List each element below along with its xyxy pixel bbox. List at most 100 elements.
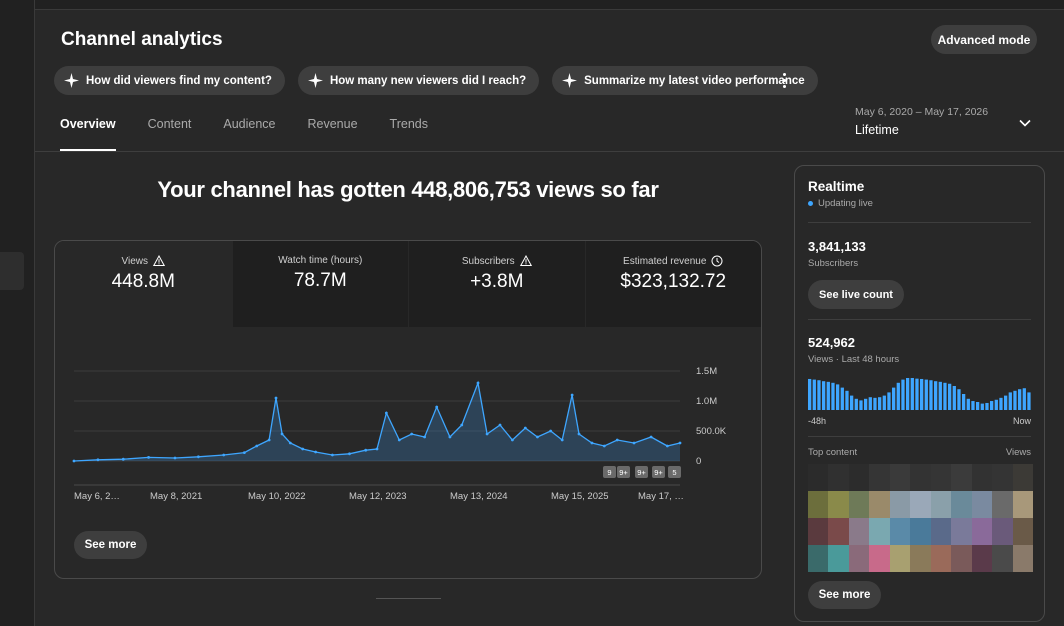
- chart-point: [267, 438, 271, 442]
- metric-revenue[interactable]: Estimated revenue $323,132.72: [584, 241, 761, 327]
- thumbnail-tile: [992, 491, 1013, 518]
- more-options-icon[interactable]: [776, 69, 792, 91]
- realtime-title: Realtime: [808, 179, 865, 194]
- views-chart[interactable]: 1.5M 1.0M 500.0K 0 May 6, 2… May 8, 2021 May 1…: [55, 327, 761, 507]
- date-range-picker[interactable]: May 6, 2020 – May 17, 2026 Lifetime: [855, 106, 988, 137]
- tabs-divider: [35, 151, 1064, 152]
- realtime-bar: [910, 378, 914, 410]
- tab-content[interactable]: Content: [147, 117, 192, 131]
- realtime-bar: [994, 399, 998, 410]
- realtime-bar: [836, 384, 840, 410]
- suggestion-chips: How did viewers find my content? How man…: [54, 66, 818, 95]
- date-range-text: May 6, 2020 – May 17, 2026: [855, 106, 989, 118]
- chart-point: [301, 447, 305, 451]
- thumbnail-tile: [951, 545, 972, 572]
- realtime-bar: [985, 402, 989, 410]
- metric-value: 78.7M: [293, 270, 347, 291]
- realtime-card: Realtime Updating live 3,841,133 Subscri…: [794, 165, 1045, 622]
- realtime-bar: [999, 397, 1003, 410]
- top-content-thumbnails[interactable]: [808, 464, 1033, 572]
- chart-point: [577, 432, 581, 436]
- thumbnail-tile: [992, 518, 1013, 545]
- chart-point: [665, 444, 669, 448]
- advanced-mode-button[interactable]: Advanced mode: [931, 25, 1037, 54]
- x-tick-label: May 6, 2…: [74, 491, 120, 502]
- suggestion-chip-summarize[interactable]: Summarize my latest video performance: [552, 66, 818, 95]
- thumbnail-tile: [889, 464, 911, 491]
- tab-overview[interactable]: Overview: [60, 117, 116, 151]
- thumbnail-tile: [992, 545, 1013, 572]
- metric-label: Subscribers: [461, 255, 515, 267]
- metric-subscribers[interactable]: Subscribers +3.8M: [408, 241, 585, 327]
- realtime-bar-chart[interactable]: [808, 378, 1032, 410]
- realtime-bar: [864, 398, 868, 410]
- thumbnail-tile: [910, 491, 931, 518]
- thumbnail-tile: [971, 545, 993, 572]
- thumbnail-tile: [848, 491, 870, 518]
- tab-trends[interactable]: Trends: [389, 117, 428, 131]
- tab-audience[interactable]: Audience: [223, 117, 276, 131]
- thumbnail-tile: [971, 464, 993, 491]
- metric-value: 448.8M: [111, 271, 175, 292]
- clock-icon: [711, 255, 723, 267]
- realtime-bar: [1004, 395, 1008, 410]
- chart-point: [314, 450, 318, 454]
- see-more-button[interactable]: See more: [74, 531, 147, 559]
- realtime-bar: [822, 381, 826, 410]
- chart-point: [121, 457, 125, 461]
- thumbnail-tile: [992, 464, 1013, 491]
- chart-point: [511, 438, 514, 442]
- x-tick-label: May 12, 2023: [349, 491, 407, 502]
- thumbnail-tile: [828, 464, 849, 491]
- thumbnail-tile: [889, 491, 911, 518]
- divider: [808, 222, 1031, 223]
- realtime-bar: [892, 387, 896, 410]
- chart-point: [423, 435, 427, 439]
- chart-area: [74, 383, 680, 461]
- realtime-bar: [915, 378, 919, 410]
- chart-point: [364, 448, 368, 452]
- chart-point: [96, 458, 100, 462]
- sparkle-icon: [64, 73, 79, 88]
- chart-point: [523, 426, 527, 430]
- x-tick-label: May 8, 2021: [150, 491, 202, 502]
- top-bar: [35, 0, 1064, 10]
- annotation-marker-label: 9+: [619, 468, 628, 477]
- realtime-bar: [971, 401, 975, 410]
- left-sidebar: [0, 0, 35, 626]
- chevron-down-icon[interactable]: [1017, 115, 1033, 131]
- chart-point: [485, 432, 489, 436]
- metric-views[interactable]: Views 448.8M: [55, 241, 232, 327]
- realtime-bar: [1008, 392, 1012, 410]
- sidebar-tab-indicator[interactable]: [0, 252, 24, 290]
- realtime-bar: [1013, 390, 1017, 410]
- axis-start-label: -48h: [808, 416, 827, 426]
- thumbnail-tile: [971, 518, 993, 545]
- chart-point: [549, 429, 553, 433]
- divider: [808, 319, 1031, 320]
- realtime-bar: [906, 378, 910, 410]
- realtime-bar: [934, 381, 938, 410]
- chart-point: [375, 447, 379, 451]
- thumbnail-tile: [930, 464, 952, 491]
- thumbnail-tile: [910, 464, 931, 491]
- see-live-count-button[interactable]: See live count: [808, 280, 904, 309]
- realtime-bar: [826, 381, 830, 410]
- thumbnail-tile: [808, 464, 829, 491]
- chart-point: [476, 381, 480, 385]
- see-more-button[interactable]: See more: [808, 581, 881, 609]
- tab-bar: Overview Content Audience Revenue Trends: [60, 117, 460, 151]
- thumbnail-tile: [808, 491, 829, 518]
- live-status-text: Updating live: [818, 198, 873, 209]
- thumbnail-tile: [930, 545, 952, 572]
- thumbnail-tile: [869, 518, 890, 545]
- chart-point: [397, 438, 401, 442]
- views-column-label: Views: [1005, 447, 1031, 458]
- tab-revenue[interactable]: Revenue: [307, 117, 358, 131]
- suggestion-chip-traffic[interactable]: How did viewers find my content?: [54, 66, 285, 95]
- realtime-bar: [840, 387, 844, 410]
- realtime-bar: [868, 397, 872, 410]
- metric-tabs: Views 448.8M Watch time (hours) 78.7M Su…: [55, 241, 761, 327]
- metric-watch-time[interactable]: Watch time (hours) 78.7M: [231, 241, 408, 327]
- suggestion-chip-new-viewers[interactable]: How many new viewers did I reach?: [297, 66, 540, 95]
